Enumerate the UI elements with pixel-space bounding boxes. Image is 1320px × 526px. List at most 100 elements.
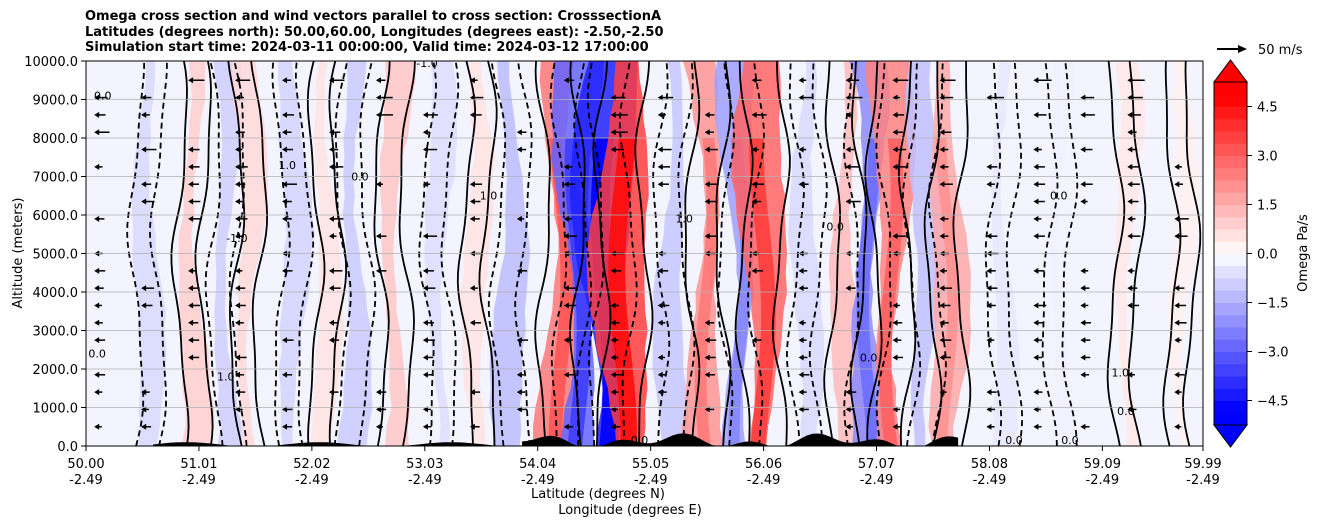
wind-vector-head bbox=[94, 302, 100, 309]
contour-label: 1.0 bbox=[675, 213, 693, 226]
wind-vector-head bbox=[188, 302, 194, 309]
colorbar-segment bbox=[1214, 265, 1247, 279]
x-tick-label-lat: 59.09 bbox=[1084, 457, 1121, 472]
wind-vector-head bbox=[1033, 354, 1039, 361]
colorbar-segment bbox=[1214, 400, 1247, 414]
wind-vector-head bbox=[1174, 319, 1180, 326]
wind-vector-head bbox=[516, 371, 522, 378]
wind-vector-head bbox=[892, 233, 898, 240]
wind-vector-head bbox=[1033, 389, 1039, 396]
wind-vector-head bbox=[1127, 129, 1133, 136]
wind-vector-head bbox=[1033, 406, 1039, 413]
wind-vector-head bbox=[235, 146, 241, 153]
wind-vector-head bbox=[141, 302, 147, 309]
wind-vector-head bbox=[1174, 285, 1180, 292]
wind-vector-head bbox=[282, 146, 288, 153]
wind-vector-head bbox=[845, 406, 851, 413]
wind-vector-head bbox=[282, 267, 288, 274]
wind-vector-head bbox=[798, 285, 804, 292]
wind-vector-head bbox=[610, 267, 616, 274]
x-tick-label-lat: 50.00 bbox=[67, 457, 104, 472]
contour-label: 0.0 bbox=[1117, 405, 1135, 418]
wind-vector-head bbox=[845, 389, 851, 396]
wind-vector-head bbox=[469, 319, 475, 326]
wind-vector-head bbox=[469, 198, 475, 205]
colorbar-tick-label: 4.5 bbox=[1257, 101, 1278, 116]
wind-vector-head bbox=[939, 146, 945, 153]
wind-vector-head bbox=[1174, 337, 1180, 344]
wind-vector-head bbox=[422, 146, 428, 153]
wind-vector-head bbox=[422, 406, 428, 413]
x-tick-label-lon: -2.49 bbox=[182, 473, 216, 488]
wind-vector-head bbox=[188, 163, 194, 170]
wind-vector-head bbox=[422, 354, 428, 361]
wind-vector-head bbox=[563, 77, 569, 84]
wind-vector-head bbox=[845, 285, 851, 292]
wind-vector-head bbox=[1033, 233, 1039, 240]
wind-vector-head bbox=[1033, 423, 1039, 430]
wind-vector-head bbox=[235, 285, 241, 292]
wind-vector-head bbox=[94, 267, 100, 274]
wind-vector-head bbox=[375, 111, 381, 118]
wind-vector-head bbox=[282, 111, 288, 118]
wind-vector-head bbox=[188, 354, 194, 361]
wind-vector-head bbox=[1080, 423, 1086, 430]
wind-vector-head bbox=[328, 77, 334, 84]
wind-vector-head bbox=[610, 354, 616, 361]
colorbar-segment bbox=[1214, 302, 1247, 316]
wind-vector-head bbox=[986, 163, 992, 170]
wind-vector-head bbox=[94, 285, 100, 292]
x-tick-label-lat: 55.05 bbox=[632, 457, 669, 472]
wind-vector-head bbox=[235, 181, 241, 188]
wind-vector-head bbox=[751, 267, 757, 274]
wind-vector-head bbox=[939, 389, 945, 396]
wind-vector-head bbox=[422, 337, 428, 344]
wind-vector-head bbox=[892, 146, 898, 153]
wind-vector-head bbox=[235, 389, 241, 396]
wind-vector-head bbox=[845, 423, 851, 430]
wind-vector-head bbox=[563, 337, 569, 344]
colorbar-segment bbox=[1214, 180, 1247, 193]
wind-vector-head bbox=[798, 181, 804, 188]
wind-vector-head bbox=[1127, 285, 1133, 292]
wind-vector-head bbox=[1033, 146, 1039, 153]
contour-label: 0.0 bbox=[88, 347, 106, 360]
wind-vector-head bbox=[1127, 111, 1133, 118]
wind-vector-head bbox=[845, 111, 851, 118]
wind-vector-head bbox=[610, 319, 616, 326]
colorbar-segment bbox=[1214, 314, 1247, 328]
wind-vector-head bbox=[422, 371, 428, 378]
wind-vector-head bbox=[1033, 77, 1039, 84]
wind-vector-head bbox=[939, 163, 945, 170]
wind-vector-head bbox=[94, 163, 100, 170]
wind-vector-head bbox=[657, 319, 663, 326]
wind-vector-head bbox=[328, 163, 334, 170]
wind-vector-head bbox=[845, 94, 851, 101]
x-tick-label-lon: -2.49 bbox=[1086, 473, 1120, 488]
wind-vector-head bbox=[798, 337, 804, 344]
contour-label: 1.0 bbox=[279, 159, 297, 172]
wind-vector-head bbox=[422, 111, 428, 118]
wind-vector-head bbox=[188, 267, 194, 274]
wind-vector-head bbox=[704, 129, 710, 136]
wind-vector-head bbox=[939, 285, 945, 292]
wind-vector-head bbox=[986, 302, 992, 309]
wind-vector-head bbox=[751, 198, 757, 205]
wind-vector-head bbox=[188, 181, 194, 188]
wind-vector-head bbox=[986, 423, 992, 430]
terrain bbox=[522, 433, 959, 446]
wind-vector-head bbox=[704, 354, 710, 361]
x-tick-label-lon: -2.49 bbox=[634, 473, 668, 488]
wind-vector-head bbox=[375, 77, 381, 84]
wind-vector-head bbox=[375, 94, 381, 101]
wind-vector-head bbox=[1080, 198, 1086, 205]
wind-vector-head bbox=[610, 389, 616, 396]
wind-vector-head bbox=[657, 371, 663, 378]
wind-vector-head bbox=[422, 267, 428, 274]
wind-vector-head bbox=[328, 215, 334, 222]
wind-vector-head bbox=[1174, 215, 1180, 222]
x-axis-label-lat: Latitude (degrees N) bbox=[531, 487, 665, 502]
wind-vector-head bbox=[469, 389, 475, 396]
x-tick-label-lon: -2.49 bbox=[69, 473, 103, 488]
wind-vector-head bbox=[1080, 337, 1086, 344]
